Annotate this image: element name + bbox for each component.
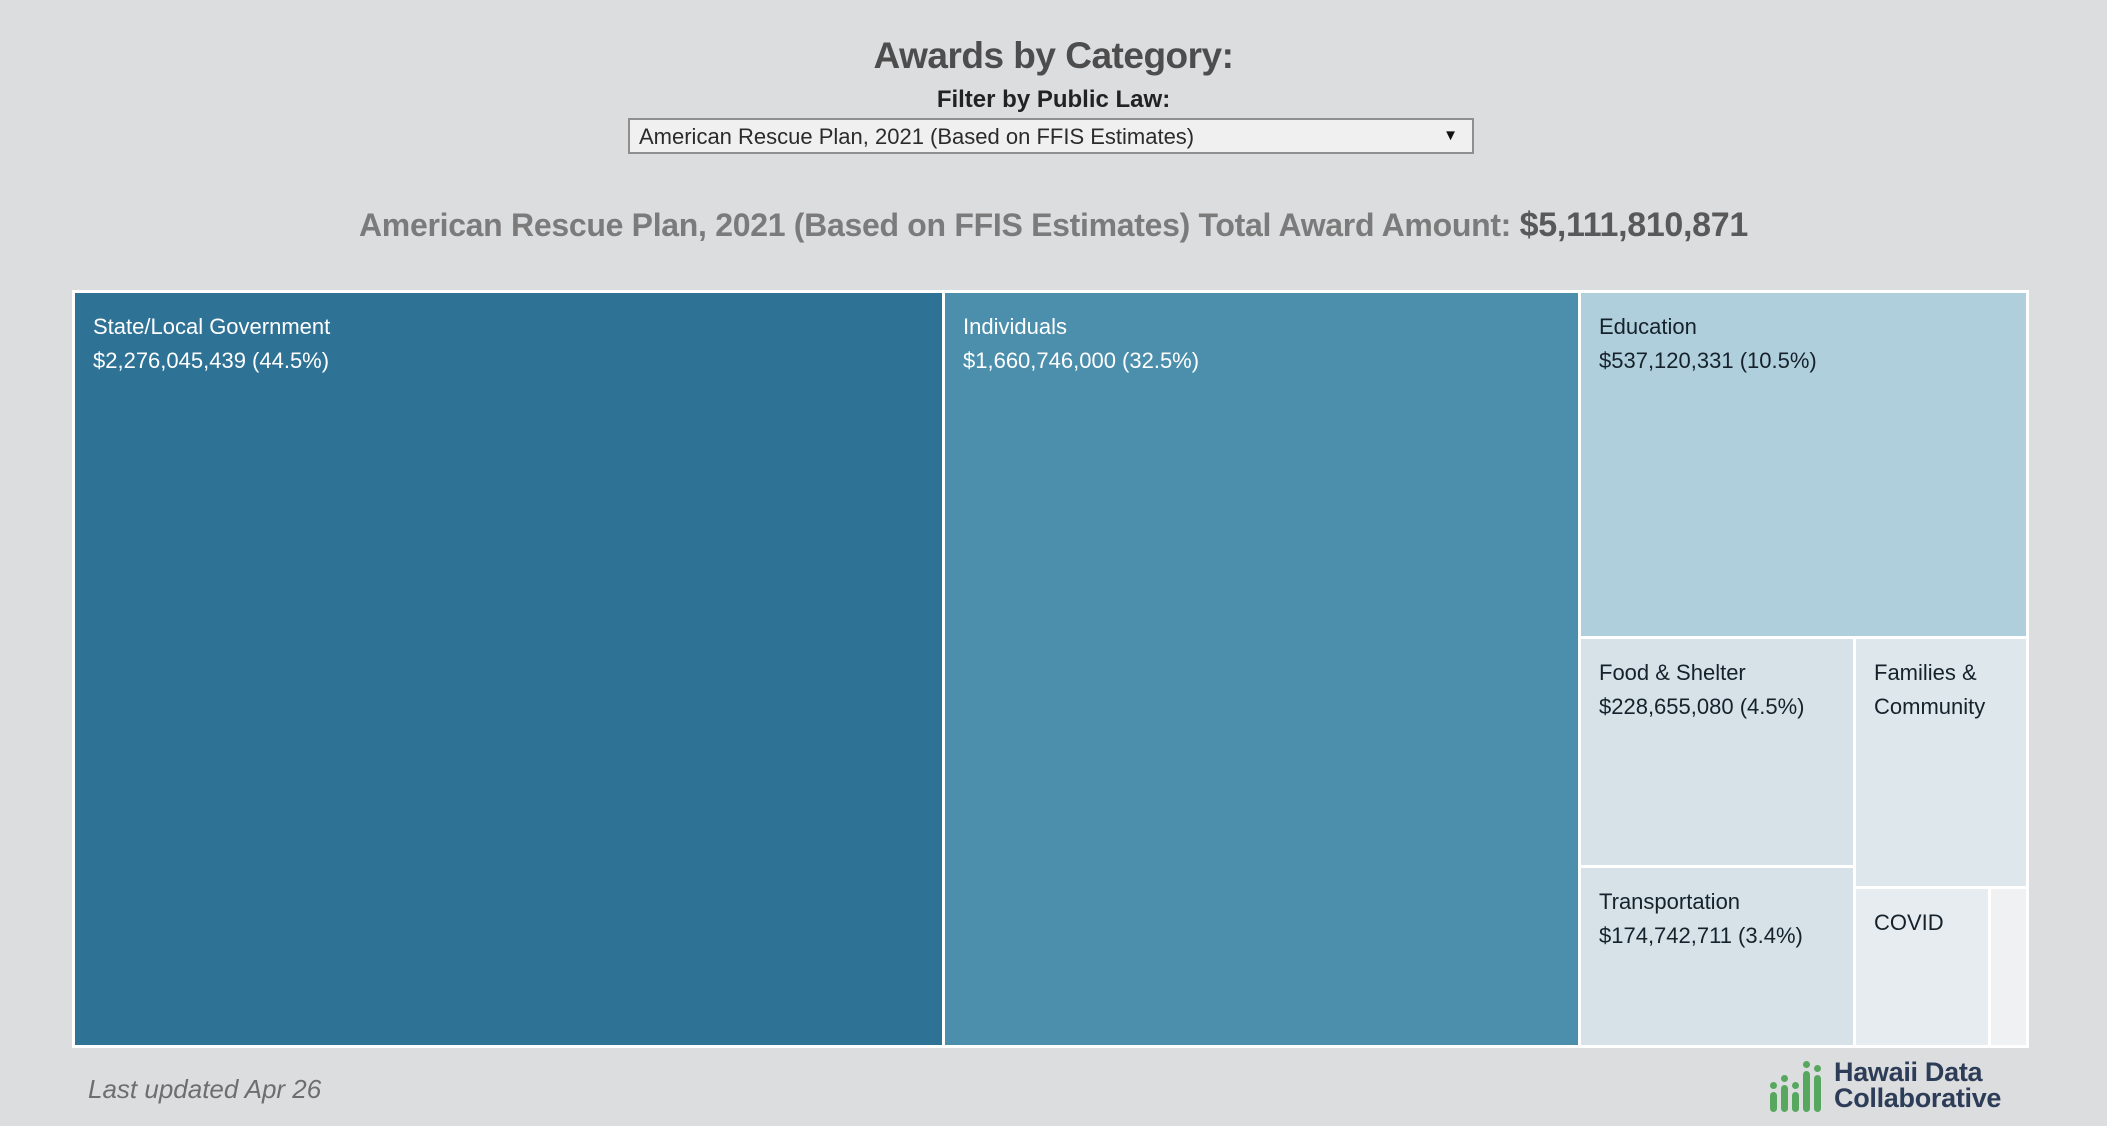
- last-updated-text: Last updated Apr 26: [88, 1074, 322, 1104]
- cell-label: Individuals: [963, 314, 1067, 339]
- logo-text-line1: Hawaii Data: [1834, 1057, 1983, 1087]
- cell-value: $228,655,080 (4.5%): [1599, 694, 1805, 719]
- treemap-cell-food-shelter[interactable]: Food & Shelter $228,655,080 (4.5%): [1581, 639, 1853, 865]
- cell-label: Transportation: [1599, 889, 1741, 914]
- cell-label: State/Local Government: [93, 314, 331, 339]
- cell-value: $1,660,746,000 (32.5%): [963, 348, 1200, 373]
- page-title: Awards by Category:: [873, 34, 1234, 76]
- treemap-cells: State/Local Government $2,276,045,439 (4…: [75, 293, 2026, 1045]
- public-law-select[interactable]: American Rescue Plan, 2021 (Based on FFI…: [628, 118, 1474, 154]
- treemap-cell-individuals[interactable]: Individuals $1,660,746,000 (32.5%): [945, 293, 1578, 1045]
- bar-chart-icon: [1770, 1060, 1821, 1112]
- total-award-heading: American Rescue Plan, 2021 (Based on FFI…: [0, 206, 2107, 245]
- total-award-prefix: American Rescue Plan, 2021 (Based on FFI…: [358, 207, 1512, 243]
- cell-value: $537,120,331 (10.5%): [1599, 348, 1817, 373]
- logo-text-line2: Collaborative: [1834, 1083, 2002, 1113]
- treemap-cell-covid[interactable]: COVID: [1856, 889, 1988, 1045]
- treemap-cell-families-community[interactable]: Families & Community: [1856, 639, 2026, 886]
- filter-label: Filter by Public Law:: [936, 86, 1171, 113]
- treemap-cell-education[interactable]: Education $537,120,331 (10.5%): [1581, 293, 2026, 636]
- cell-label: Food & Shelter: [1599, 660, 1746, 685]
- cell-label: Education: [1599, 314, 1697, 339]
- public-law-dropdown[interactable]: American Rescue Plan, 2021 (Based on FFI…: [628, 118, 1474, 154]
- treemap-chart: State/Local Government $2,276,045,439 (4…: [72, 290, 2029, 1048]
- treemap-cell-state-local-government[interactable]: State/Local Government $2,276,045,439 (4…: [75, 293, 942, 1045]
- logo-text: Hawaii Data Collaborative: [1834, 1057, 2002, 1113]
- cell-value: $2,276,045,439 (44.5%): [93, 348, 330, 373]
- total-award-amount: $5,111,810,871: [1519, 206, 1749, 244]
- cell-value: $174,742,711 (3.4%): [1599, 923, 1803, 948]
- cell-label: Families & Community: [1874, 660, 1986, 719]
- cell-label: COVID: [1874, 910, 1944, 935]
- treemap-cell-transportation[interactable]: Transportation $174,742,711 (3.4%): [1581, 868, 1853, 1045]
- treemap-cell-unlabeled[interactable]: [1991, 889, 2026, 1045]
- hawaii-data-collaborative-logo[interactable]: Hawaii Data Collaborative: [1770, 1054, 2001, 1112]
